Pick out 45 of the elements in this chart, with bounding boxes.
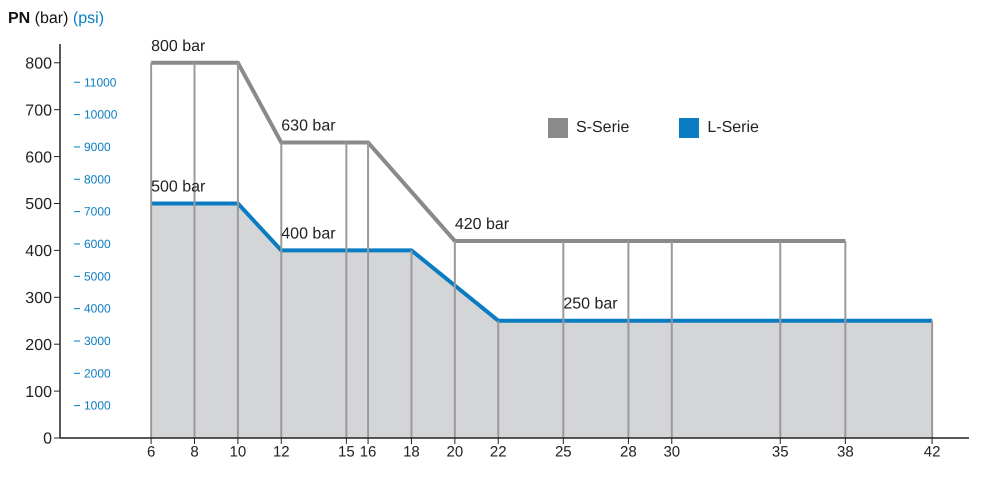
annotation: 800 bar — [151, 38, 206, 55]
y-tick-label: 200 — [25, 336, 52, 354]
y2-tick-label: 3000 — [84, 334, 112, 348]
y-tick-label: 400 — [25, 243, 52, 260]
x-tick-label: 42 — [924, 444, 940, 461]
y2-axis-title: (psi) — [72, 10, 104, 27]
y2-tick-label: 4000 — [84, 302, 112, 316]
legend-label: S-Serie — [576, 119, 630, 137]
x-tick-label: 10 — [230, 444, 246, 461]
x-tick-label: 22 — [490, 444, 507, 461]
y-tick-label: 800 — [25, 55, 52, 72]
annotation: 500 bar — [151, 178, 206, 196]
y-tick-label: 100 — [25, 384, 52, 401]
x-tick-label: 8 — [190, 444, 199, 461]
y-tick-label: 600 — [25, 149, 52, 166]
y2-tick-label: 8000 — [84, 172, 112, 186]
y2-tick-label: 6000 — [84, 236, 112, 251]
x-tick-label: 18 — [403, 444, 420, 461]
annotation: 420 bar — [454, 216, 510, 233]
x-tick-label: 16 — [360, 444, 376, 461]
legend-label: L-Serie — [707, 119, 759, 137]
x-tick-label: 20 — [446, 444, 464, 461]
y2-tick-label: 5000 — [84, 269, 112, 284]
y2-tick-label: 9000 — [84, 140, 112, 154]
y2-tick-label: 10000 — [84, 108, 118, 122]
x-tick-label: 25 — [554, 444, 572, 461]
y-tick-label: 500 — [25, 196, 52, 214]
x-tick-label: 35 — [772, 444, 789, 461]
x-tick-label: 30 — [663, 444, 680, 461]
x-tick-label: 28 — [620, 444, 637, 461]
y2-tick-label: 11000 — [84, 75, 117, 90]
x-tick-label: 6 — [146, 444, 156, 461]
annotation: 630 bar — [281, 118, 336, 134]
y2-tick-label: 2000 — [84, 366, 112, 380]
x-tick-label: 38 — [837, 444, 854, 461]
y-tick-label: 300 — [25, 290, 52, 307]
y-axis-title: PN (bar) — [8, 10, 68, 27]
annotation: 250 bar — [563, 296, 618, 313]
y-tick-label: 0 — [43, 430, 52, 448]
x-tick-label: 15 — [338, 444, 355, 461]
y2-tick-label: 1000 — [84, 398, 112, 413]
y-tick-label: 700 — [25, 102, 52, 120]
x-tick-label: 12 — [272, 444, 290, 461]
annotation: 400 bar — [281, 225, 336, 242]
y2-tick-label: 7000 — [84, 204, 112, 219]
